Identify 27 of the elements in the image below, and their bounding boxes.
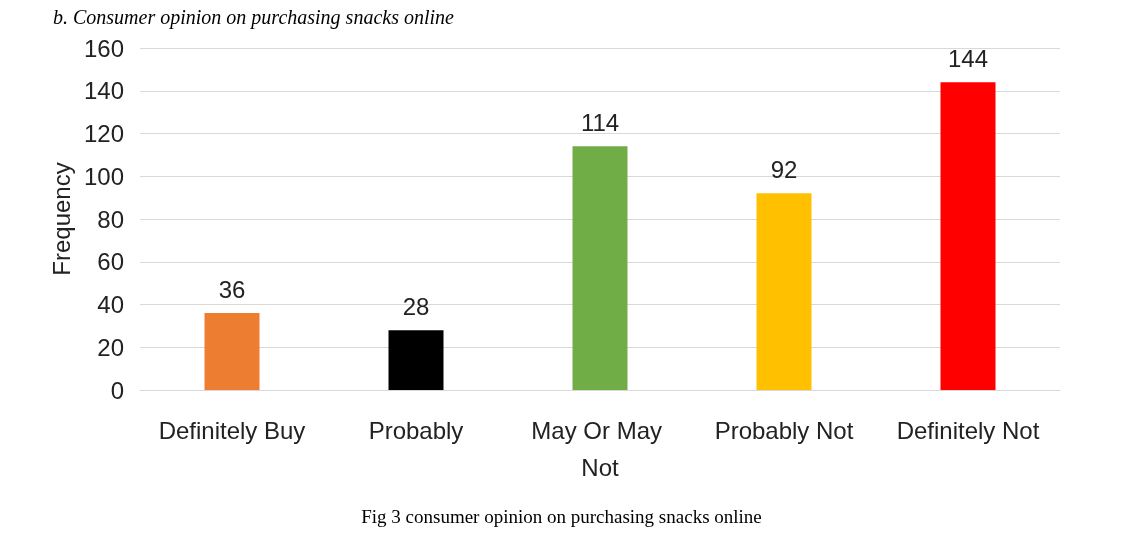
bar xyxy=(204,313,260,390)
x-tick-label: May Or May Not xyxy=(531,417,669,481)
x-tick-label: Probably Not xyxy=(714,417,854,444)
y-axis-title: Frequency xyxy=(47,162,75,276)
data-label: 144 xyxy=(947,44,989,72)
x-tick-label: Definitely Buy xyxy=(158,417,306,444)
data-label: 114 xyxy=(580,108,620,136)
y-tick-label: 120 xyxy=(83,120,124,147)
y-tick-label: 140 xyxy=(83,77,124,105)
x-tick-label: Probably xyxy=(368,417,464,444)
y-tick-label: 100 xyxy=(83,162,124,190)
data-label: 92 xyxy=(770,155,798,183)
y-tick-label: 20 xyxy=(97,333,124,361)
caption: Fig 3 consumer opinion on purchasing snacks online xyxy=(361,506,762,527)
bar xyxy=(388,330,444,390)
y-tick-label: 60 xyxy=(97,248,124,276)
y-tick-label: 0 xyxy=(110,376,124,404)
y-tick-label: 40 xyxy=(97,291,124,318)
bar xyxy=(756,193,812,390)
y-tick-label: 160 xyxy=(83,34,124,62)
chart-title: b. Consumer opinion on purchasing snacks online xyxy=(53,6,455,29)
x-tick-label: Definitely Not xyxy=(896,417,1040,444)
y-tick-label: 80 xyxy=(97,205,124,233)
data-label: 28 xyxy=(402,292,430,320)
bar xyxy=(572,146,628,390)
data-label: 36 xyxy=(218,275,246,303)
bar xyxy=(940,82,996,390)
